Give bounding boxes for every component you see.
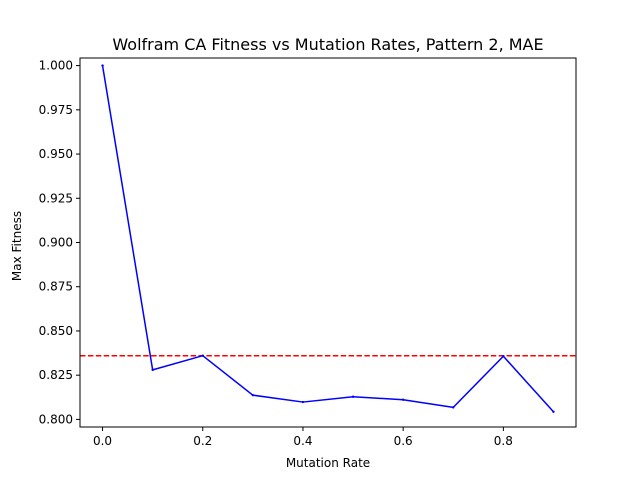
data-point: [351, 395, 355, 398]
data-point: [101, 64, 104, 67]
x-tick-label: 0.8: [494, 434, 513, 448]
x-axis-label: Mutation Rate: [286, 456, 370, 470]
y-tick-label: 0.800: [39, 412, 73, 426]
data-point: [452, 406, 455, 409]
y-tick-label: 0.825: [39, 368, 73, 382]
y-tick-label: 0.950: [39, 147, 73, 161]
data-point: [201, 354, 204, 357]
x-tick-label: 0.6: [394, 434, 413, 448]
x-tick-label: 0.0: [93, 434, 112, 448]
data-point: [401, 398, 405, 401]
y-axis-label: Max Fitness: [10, 211, 24, 281]
data-point: [151, 368, 154, 372]
axis-ticks: 0.0 0.2 0.4 0.6 0.8 0.800 0.825 0.850 0.875 0.900…: [39, 59, 513, 448]
data-point: [251, 393, 255, 397]
data-point: [502, 355, 505, 358]
x-tick-label: 0.4: [293, 434, 312, 448]
y-tick-label: 0.850: [39, 324, 73, 338]
y-tick-label: 0.900: [39, 236, 73, 250]
y-tick-label: 1.000: [39, 59, 73, 73]
x-tick-label: 0.2: [193, 434, 212, 448]
data-point: [301, 400, 305, 404]
chart-title: Wolfram CA Fitness vs Mutation Rates, Pa…: [112, 35, 543, 54]
y-tick-label: 0.875: [39, 280, 73, 294]
y-tick-label: 0.925: [39, 191, 73, 205]
y-tick-label: 0.975: [39, 103, 73, 117]
data-point: [552, 410, 555, 413]
series-line-0: [101, 65, 555, 413]
